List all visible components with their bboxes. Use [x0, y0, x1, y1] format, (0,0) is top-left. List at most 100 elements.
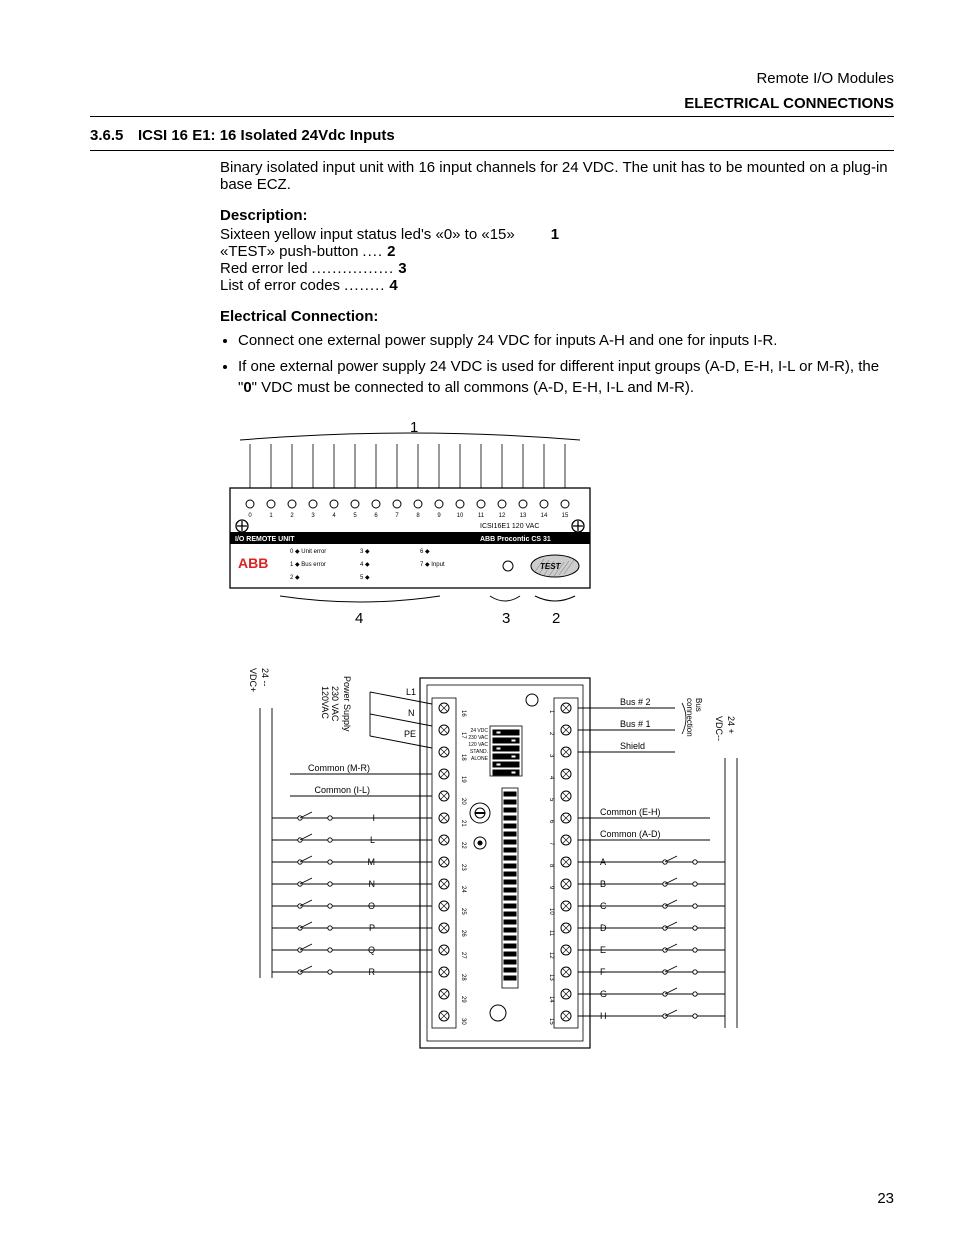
desc-row: Sixteen yellow input status led's «0» to…	[220, 226, 894, 243]
desc-label: «TEST» push-button	[220, 243, 358, 260]
svg-text:D: D	[600, 923, 607, 933]
svg-text:O: O	[368, 901, 375, 911]
desc-dots	[515, 226, 523, 243]
svg-text:I: I	[372, 813, 375, 823]
brand-logo: ABB	[238, 555, 268, 571]
desc-label: Sixteen yellow input status led's «0» to…	[220, 226, 515, 243]
svg-text:P: P	[369, 923, 375, 933]
svg-text:R: R	[369, 967, 376, 977]
svg-text:ALONE: ALONE	[471, 756, 489, 762]
svg-text:22: 22	[460, 842, 466, 849]
svg-text:N: N	[369, 879, 376, 889]
svg-text:Common (I-L): Common (I-L)	[314, 785, 370, 795]
svg-text:25: 25	[460, 908, 466, 915]
desc-row: «TEST» push-button .... 2	[220, 243, 894, 260]
econn-bullet: Connect one external power supply 24 VDC…	[238, 331, 894, 351]
svg-text:M: M	[368, 857, 376, 867]
desc-dots: ....	[358, 243, 387, 260]
svg-text:120VAC: 120VAC	[320, 686, 330, 719]
svg-text:10: 10	[457, 513, 464, 519]
section-intro: Binary isolated input unit with 16 input…	[220, 159, 894, 193]
svg-text:12: 12	[548, 952, 554, 959]
io-remote-label: I/O REMOTE UNIT	[235, 536, 295, 543]
svg-text:Bus # 1: Bus # 1	[620, 719, 651, 729]
svg-text:12: 12	[499, 513, 506, 519]
econn-bullets: Connect one external power supply 24 VDC…	[220, 331, 894, 398]
svg-text:7 ◆ Input: 7 ◆ Input	[420, 562, 445, 568]
svg-text:20: 20	[460, 798, 466, 805]
svg-text:E: E	[600, 945, 606, 955]
svg-text:24 +: 24 +	[726, 716, 736, 734]
svg-text:TEST: TEST	[540, 562, 562, 571]
svg-text:29: 29	[460, 996, 466, 1003]
svg-text:5 ◆: 5 ◆	[360, 575, 370, 581]
svg-text:230 VAC: 230 VAC	[330, 686, 340, 722]
svg-text:N: N	[408, 708, 415, 718]
svg-text:28: 28	[460, 974, 466, 981]
description-heading: Description:	[220, 207, 894, 224]
svg-text:24 --: 24 --	[260, 668, 270, 687]
svg-text:30: 30	[460, 1018, 466, 1025]
svg-text:F: F	[600, 967, 606, 977]
svg-text:L1: L1	[406, 687, 416, 697]
econn-heading: Electrical Connection:	[220, 308, 894, 325]
doc-title: Remote I/O Modules	[90, 70, 894, 87]
svg-text:27: 27	[460, 952, 466, 959]
svg-text:Shield: Shield	[620, 741, 645, 751]
svg-text:L: L	[370, 835, 375, 845]
section-number: 3.6.5	[90, 127, 138, 144]
desc-label: List of error codes	[220, 277, 340, 294]
svg-text:1 ◆ Bus error: 1 ◆ Bus error	[290, 562, 326, 568]
svg-text:PE: PE	[404, 729, 416, 739]
svg-text:A: A	[600, 857, 606, 867]
svg-text:10: 10	[548, 908, 554, 915]
desc-row: Red error led ................ 3	[220, 260, 894, 277]
svg-text:120 VAC: 120 VAC	[468, 742, 488, 748]
svg-text:H: H	[600, 1011, 607, 1021]
page-number: 23	[877, 1190, 894, 1207]
callout-4: 4	[355, 610, 363, 627]
svg-text:VDC+: VDC+	[248, 668, 258, 692]
svg-text:B: B	[600, 879, 606, 889]
test-button-icon: TEST	[531, 555, 579, 577]
svg-text:Power Supply: Power Supply	[342, 676, 352, 732]
desc-row: List of error codes ........ 4	[220, 277, 894, 294]
doc-subtitle: ELECTRICAL CONNECTIONS	[90, 95, 894, 112]
svg-text:C: C	[600, 901, 607, 911]
figure-wiring: 161718192021222324252627282930 123456789…	[220, 648, 780, 1068]
svg-text:VDC--: VDC--	[714, 716, 724, 741]
svg-text:Bus: Bus	[694, 698, 703, 712]
figures: 1 0123456789101112131415 ICSI16E1 120 VA…	[220, 418, 894, 1068]
svg-text:4 ◆: 4 ◆	[360, 562, 370, 568]
svg-text:21: 21	[460, 820, 466, 827]
desc-num: 2	[387, 243, 395, 260]
svg-text:24 VDC: 24 VDC	[470, 728, 488, 734]
svg-text:230 VAC: 230 VAC	[468, 735, 488, 741]
desc-num: 4	[389, 277, 397, 294]
econn-block: Electrical Connection: Connect one exter…	[220, 308, 894, 398]
desc-num: 3	[398, 260, 406, 277]
svg-text:6 ◆: 6 ◆	[420, 549, 430, 555]
callout-2: 2	[552, 610, 560, 627]
desc-dots: ................	[308, 260, 399, 277]
section-title: ICSI 16 E1: 16 Isolated 24Vdc Inputs	[138, 127, 395, 144]
svg-text:23: 23	[460, 864, 466, 871]
svg-text:19: 19	[460, 776, 466, 783]
svg-text:24: 24	[460, 886, 466, 893]
desc-label: Red error led	[220, 260, 308, 277]
svg-text:Common (A-D): Common (A-D)	[600, 829, 661, 839]
description-block: Description: Sixteen yellow input status…	[220, 207, 894, 294]
svg-text:STAND.: STAND.	[470, 749, 488, 755]
section-rule	[90, 150, 894, 151]
svg-text:15: 15	[548, 1018, 554, 1025]
section-heading: 3.6.5 ICSI 16 E1: 16 Isolated 24Vdc Inpu…	[90, 127, 894, 144]
svg-text:16: 16	[460, 710, 466, 717]
callout-3: 3	[502, 610, 510, 627]
desc-dots: ........	[340, 277, 389, 294]
svg-text:11: 11	[478, 513, 485, 519]
svg-text:13: 13	[548, 974, 554, 981]
svg-text:Common (E-H): Common (E-H)	[600, 807, 661, 817]
svg-text:2 ◆: 2 ◆	[290, 575, 300, 581]
procontic-label: ABB Procontic CS 31	[480, 536, 551, 543]
svg-text:26: 26	[460, 930, 466, 937]
